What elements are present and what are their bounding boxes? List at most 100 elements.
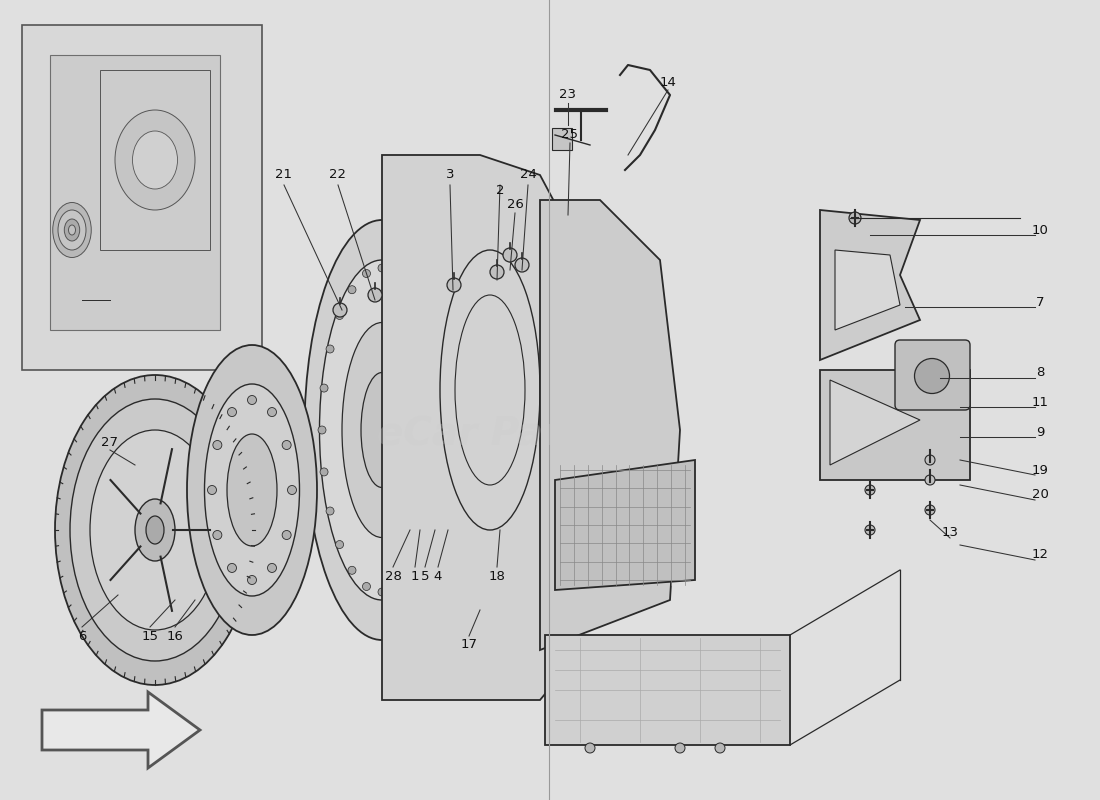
Text: 4: 4 [433, 570, 442, 583]
Text: 14: 14 [660, 75, 676, 89]
Polygon shape [830, 380, 920, 465]
Ellipse shape [146, 516, 164, 544]
Polygon shape [42, 692, 200, 768]
Text: 10: 10 [1032, 223, 1048, 237]
Text: 16: 16 [166, 630, 184, 643]
Circle shape [408, 566, 416, 574]
Circle shape [436, 468, 444, 476]
Text: 22: 22 [330, 169, 346, 182]
Text: 18: 18 [488, 570, 505, 583]
Circle shape [320, 384, 328, 392]
Ellipse shape [64, 219, 79, 241]
Text: 27: 27 [101, 437, 119, 450]
Ellipse shape [70, 399, 240, 661]
Polygon shape [544, 635, 790, 745]
Circle shape [394, 270, 402, 278]
Ellipse shape [135, 499, 175, 561]
Circle shape [490, 265, 504, 279]
Circle shape [503, 248, 517, 262]
Circle shape [348, 566, 356, 574]
Text: 13: 13 [942, 526, 958, 539]
Circle shape [213, 530, 222, 539]
Text: 28: 28 [385, 570, 402, 583]
Bar [100, 70, 210, 250]
Circle shape [228, 407, 236, 417]
Circle shape [865, 525, 874, 535]
Ellipse shape [342, 322, 422, 538]
Circle shape [336, 541, 343, 549]
Circle shape [849, 212, 861, 224]
Circle shape [925, 455, 935, 465]
Circle shape [430, 507, 438, 515]
Circle shape [447, 278, 461, 292]
Ellipse shape [227, 434, 277, 546]
Ellipse shape [305, 220, 460, 640]
Polygon shape [382, 155, 610, 700]
Circle shape [287, 486, 297, 494]
Text: 12: 12 [1032, 549, 1048, 562]
Circle shape [420, 541, 428, 549]
Circle shape [336, 311, 343, 319]
Ellipse shape [53, 202, 91, 258]
Circle shape [318, 426, 326, 434]
Text: eCar Parts: eCar Parts [376, 416, 604, 454]
Text: 11: 11 [1032, 395, 1048, 409]
Text: 17: 17 [461, 638, 477, 650]
Circle shape [675, 743, 685, 753]
Text: 3: 3 [446, 169, 454, 182]
Ellipse shape [116, 110, 195, 210]
Circle shape [515, 258, 529, 272]
Circle shape [248, 395, 256, 405]
Circle shape [228, 563, 236, 573]
Circle shape [326, 507, 334, 515]
Text: 20: 20 [1032, 489, 1048, 502]
Text: 21: 21 [275, 169, 293, 182]
Circle shape [213, 441, 222, 450]
Circle shape [320, 468, 328, 476]
Text: 25: 25 [561, 129, 579, 142]
Circle shape [430, 345, 438, 353]
Ellipse shape [319, 260, 444, 600]
Text: 15: 15 [142, 630, 158, 643]
Text: 2: 2 [496, 183, 504, 197]
Ellipse shape [914, 358, 949, 394]
Circle shape [363, 582, 371, 590]
Circle shape [925, 475, 935, 485]
Circle shape [363, 270, 371, 278]
Ellipse shape [90, 430, 220, 630]
Circle shape [408, 286, 416, 294]
Text: 9: 9 [1036, 426, 1044, 438]
Circle shape [420, 311, 428, 319]
Circle shape [715, 743, 725, 753]
Circle shape [925, 505, 935, 515]
Text: 23: 23 [560, 89, 576, 102]
Text: 26: 26 [507, 198, 524, 211]
Text: 24: 24 [519, 169, 537, 182]
Circle shape [282, 441, 292, 450]
Circle shape [865, 485, 874, 495]
FancyBboxPatch shape [895, 340, 970, 410]
Ellipse shape [187, 345, 317, 635]
Circle shape [333, 303, 346, 317]
Circle shape [394, 582, 402, 590]
Ellipse shape [55, 375, 255, 685]
Circle shape [208, 486, 217, 494]
Circle shape [267, 563, 276, 573]
Text: 5: 5 [420, 570, 429, 583]
Polygon shape [540, 200, 680, 650]
Text: 8: 8 [1036, 366, 1044, 379]
Circle shape [248, 575, 256, 585]
Text: 6: 6 [78, 630, 86, 643]
Circle shape [585, 743, 595, 753]
Text: 19: 19 [1032, 463, 1048, 477]
Polygon shape [556, 460, 695, 590]
Circle shape [368, 288, 382, 302]
Polygon shape [835, 250, 900, 330]
Ellipse shape [58, 210, 86, 250]
Circle shape [267, 407, 276, 417]
Polygon shape [50, 55, 220, 330]
Circle shape [326, 345, 334, 353]
Circle shape [348, 286, 356, 294]
Ellipse shape [361, 373, 403, 487]
Circle shape [378, 588, 386, 596]
